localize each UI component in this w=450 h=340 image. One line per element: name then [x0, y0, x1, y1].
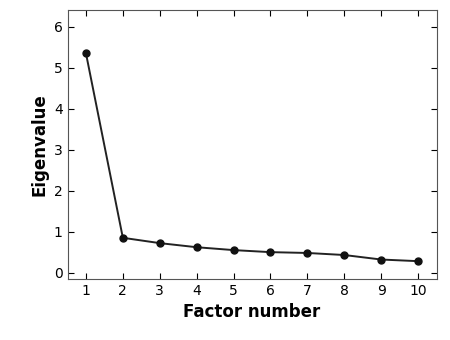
X-axis label: Factor number: Factor number: [184, 303, 320, 321]
Y-axis label: Eigenvalue: Eigenvalue: [30, 93, 48, 196]
